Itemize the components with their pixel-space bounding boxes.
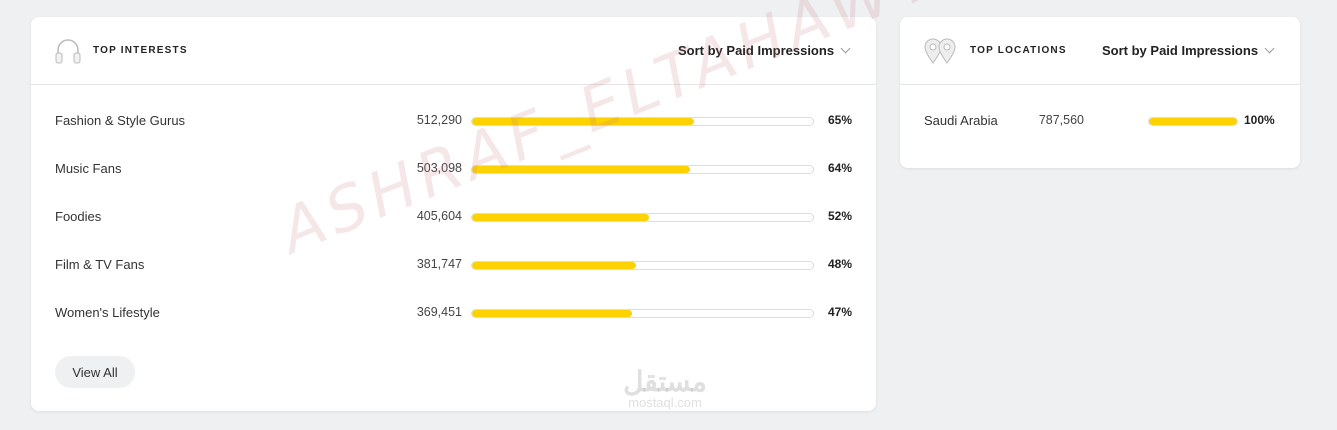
item-label: Film & TV Fans <box>55 257 145 272</box>
list-item: Saudi Arabia 787,560 100% <box>924 111 1284 131</box>
top-interests-card: TOP INTERESTS Sort by Paid Impressions F… <box>31 17 876 411</box>
item-percent: 64% <box>828 161 853 175</box>
item-percent: 52% <box>828 209 853 223</box>
item-label: Fashion & Style Gurus <box>55 113 186 128</box>
sort-label: Sort by Paid Impressions <box>1102 43 1259 58</box>
item-percent: 48% <box>828 257 853 271</box>
sort-dropdown[interactable]: Sort by Paid Impressions <box>678 43 851 58</box>
item-percent: 65% <box>828 113 853 127</box>
list-item: Women's Lifestyle 369,451 47% <box>55 303 855 323</box>
progress-bar <box>471 117 814 126</box>
card-header: TOP LOCATIONS Sort by Paid Impressions <box>900 17 1300 85</box>
chevron-down-icon <box>840 43 851 54</box>
card-header: TOP INTERESTS Sort by Paid Impressions <box>31 17 876 85</box>
item-value: 381,747 <box>416 257 462 271</box>
list-item: Film & TV Fans 381,747 48% <box>55 255 855 275</box>
item-label: Music Fans <box>55 161 122 176</box>
progress-bar <box>471 261 814 270</box>
list-item: Music Fans 503,098 64% <box>55 159 855 179</box>
top-locations-card: TOP LOCATIONS Sort by Paid Impressions S… <box>900 17 1300 168</box>
progress-fill <box>472 310 633 317</box>
item-label: Saudi Arabia <box>924 113 998 128</box>
progress-fill <box>472 262 636 269</box>
list-item: Fashion & Style Gurus 512,290 65% <box>55 111 855 131</box>
map-pin-icon <box>924 38 956 64</box>
progress-bar <box>471 309 814 318</box>
item-label: Women's Lifestyle <box>55 305 160 320</box>
progress-fill <box>1149 118 1237 125</box>
item-value: 405,604 <box>416 209 462 223</box>
chevron-down-icon <box>1264 43 1275 54</box>
item-value: 369,451 <box>416 305 462 319</box>
progress-bar <box>1148 117 1238 126</box>
headphones-icon <box>55 39 81 64</box>
progress-fill <box>472 214 650 221</box>
item-value: 503,098 <box>416 161 462 175</box>
item-value: 787,560 <box>1038 113 1084 127</box>
item-percent: 47% <box>828 305 853 319</box>
item-label: Foodies <box>55 209 102 224</box>
card-title: TOP INTERESTS <box>93 45 188 56</box>
sort-label: Sort by Paid Impressions <box>678 43 835 58</box>
progress-fill <box>472 166 691 173</box>
item-percent: 100% <box>1244 113 1275 127</box>
card-title: TOP LOCATIONS <box>970 45 1067 56</box>
list-item: Foodies 405,604 52% <box>55 207 855 227</box>
progress-bar <box>471 165 814 174</box>
progress-bar <box>471 213 814 222</box>
progress-fill <box>472 118 694 125</box>
view-all-button[interactable]: View All <box>55 356 135 388</box>
sort-dropdown[interactable]: Sort by Paid Impressions <box>1102 43 1275 58</box>
item-value: 512,290 <box>416 113 462 127</box>
